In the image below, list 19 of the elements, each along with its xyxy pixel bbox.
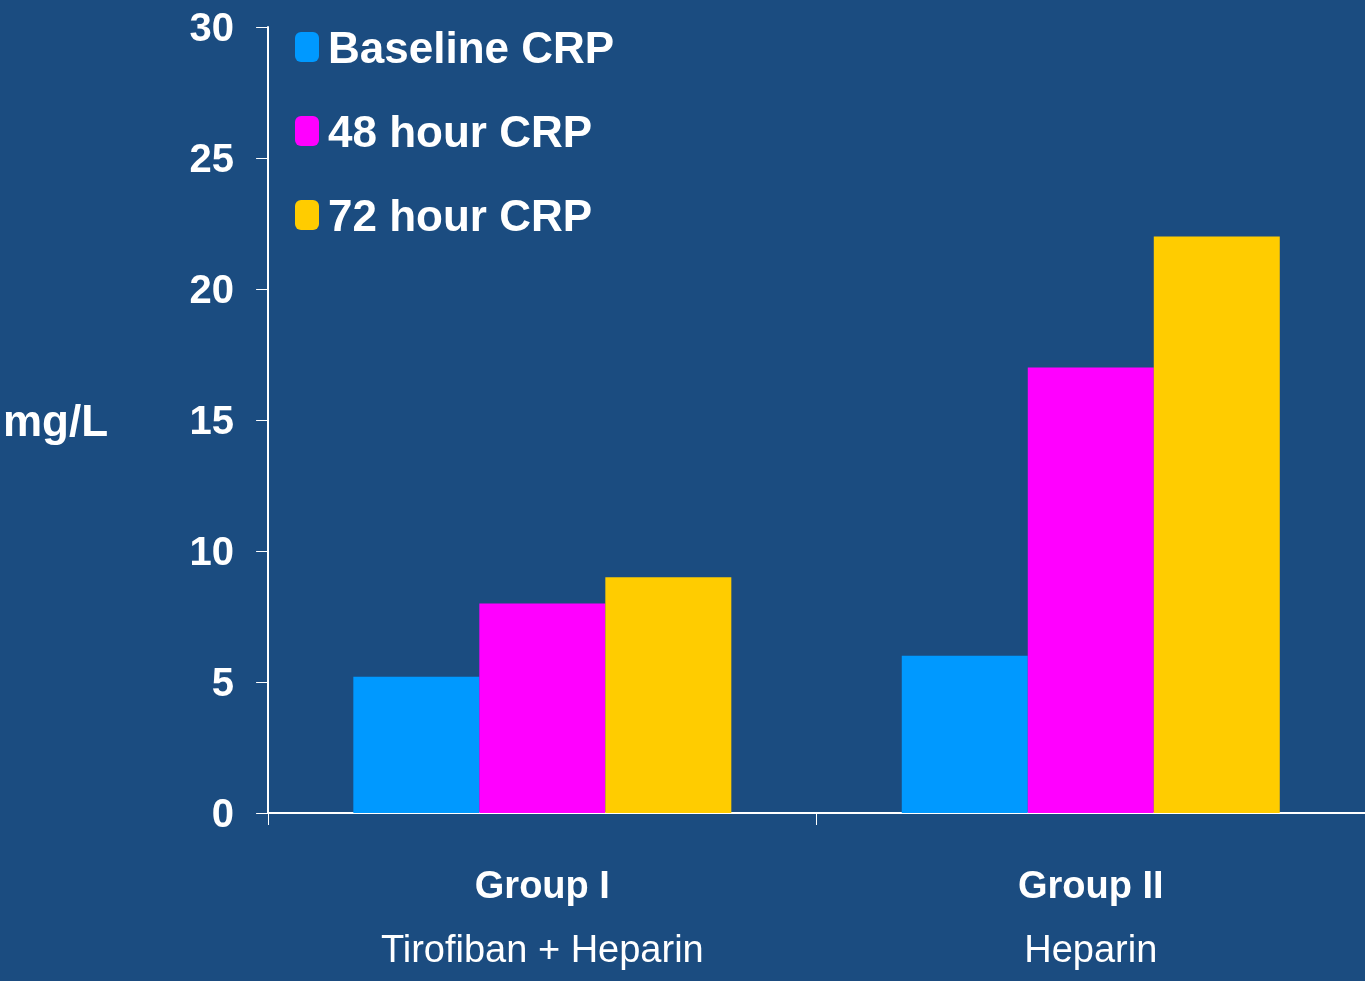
y-tick-label: 30 [189, 5, 235, 49]
y-tick-label: 5 [211, 660, 235, 704]
bar [1027, 367, 1154, 813]
y-tick-label: 0 [211, 791, 235, 835]
x-tick-label: Group II Heparin [1017, 864, 1164, 970]
legend-label: 72 hour CRP [328, 190, 593, 240]
bar [1153, 236, 1280, 813]
y-tick-label: 20 [189, 267, 235, 311]
x-tick-label: Group I Tirofiban + Heparin [380, 864, 704, 970]
bar [901, 655, 1028, 813]
bar [605, 577, 732, 813]
bar [353, 676, 480, 813]
bar [479, 603, 606, 813]
legend-label: 48 hour CRP [328, 106, 593, 156]
legend-label: Baseline CRP [328, 22, 615, 72]
y-tick-label: 25 [189, 136, 235, 180]
y-tick-label: 15 [189, 398, 235, 442]
y-tick-label: 10 [189, 529, 235, 573]
y-axis-title: mg/L [2, 395, 109, 445]
